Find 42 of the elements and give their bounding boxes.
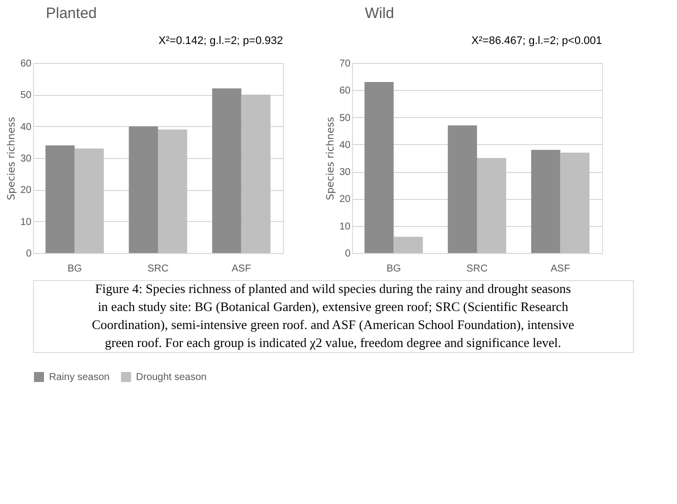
bar bbox=[364, 82, 394, 253]
caption: Figure 4: Species richness of planted and wild species during the rainy and drought seasons in each study site: BG (Botanical Garden), extensive green roof; SRC (Scientific Research Coordination), semi-intensive green roof. and ASF (American School Foundation), intensive green roof. For each group is indicated χ2 value, freedom degree and significance level. bbox=[92, 281, 574, 350]
bar bbox=[477, 158, 506, 253]
y-tick-label: 50 bbox=[339, 112, 351, 124]
bar bbox=[212, 88, 242, 253]
bar bbox=[448, 125, 477, 253]
bar bbox=[74, 148, 104, 253]
y-tick-label: 60 bbox=[20, 58, 32, 70]
x-tick-label: BG bbox=[386, 264, 402, 274]
y-tick-label: 0 bbox=[26, 248, 32, 260]
x-tick-label: ASF bbox=[550, 264, 570, 274]
y-tick-label: 10 bbox=[20, 216, 32, 228]
bar bbox=[46, 145, 75, 253]
y-axis-title: Species richness bbox=[325, 116, 336, 200]
legend-label: Rainy season bbox=[49, 372, 110, 383]
y-tick-label: 30 bbox=[20, 154, 32, 164]
y-tick-label: 60 bbox=[339, 86, 351, 97]
y-tick-label: 50 bbox=[20, 90, 32, 102]
y-tick-label: 40 bbox=[20, 122, 32, 133]
bar bbox=[394, 236, 423, 253]
bar bbox=[531, 150, 560, 253]
bar bbox=[128, 126, 158, 253]
y-tick-label: 30 bbox=[339, 167, 351, 178]
y-tick-label: 10 bbox=[339, 221, 351, 232]
text: X²=0.142; g.l.=2; p=0.932 bbox=[158, 35, 283, 47]
y-tick-label: 70 bbox=[339, 58, 351, 70]
y-tick-label: 0 bbox=[344, 248, 351, 260]
chart-title: Wild bbox=[364, 5, 394, 22]
y-tick-label: 40 bbox=[339, 140, 351, 151]
y-tick-label: 20 bbox=[20, 185, 32, 196]
x-tick-label: BG bbox=[67, 264, 82, 274]
chart-title: Planted bbox=[46, 5, 97, 22]
bar bbox=[158, 130, 188, 253]
y-tick-label: 20 bbox=[339, 194, 351, 206]
y-axis-title: Species richness bbox=[6, 116, 18, 200]
text: X²=86.467; g.l.=2; p<0.001 bbox=[471, 35, 602, 47]
bar bbox=[241, 94, 270, 253]
x-tick-label: ASF bbox=[232, 264, 252, 274]
legend-label: Drought season bbox=[136, 372, 207, 383]
x-tick-label: SRC bbox=[147, 264, 169, 274]
bar bbox=[560, 152, 590, 253]
x-tick-label: SRC bbox=[466, 264, 488, 274]
